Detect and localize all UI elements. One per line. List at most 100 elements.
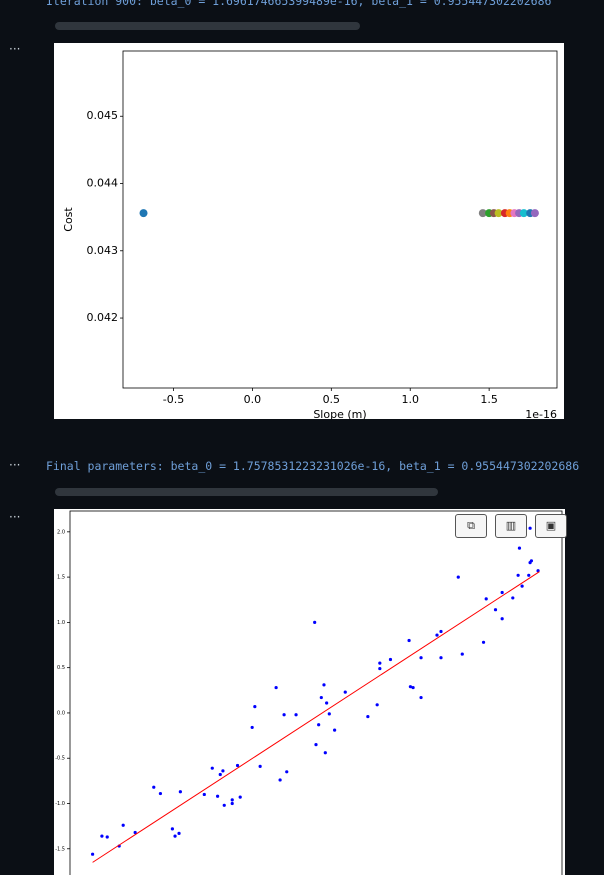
- point: [317, 723, 321, 727]
- y-tick-label: -1.5: [55, 846, 65, 852]
- point: [319, 695, 323, 700]
- point: [314, 743, 318, 747]
- point: [139, 209, 148, 218]
- point: [407, 638, 411, 643]
- x-tick-label: -0.5: [163, 393, 184, 406]
- point: [235, 763, 240, 768]
- x-tick-label: 0.5: [323, 393, 341, 406]
- figure-panel: 0.042 0.043 0.044 0.045 -0.5 0.0 0.5 1.0 1.5 Slop…: [54, 43, 564, 419]
- x-tick-label: 1.0: [401, 393, 419, 406]
- fit-line: [92, 571, 540, 863]
- y-axis-label: Cost: [62, 207, 75, 232]
- y-tick-label: 1.0: [57, 620, 65, 626]
- scrollbar[interactable]: [55, 22, 360, 30]
- axes-frame: [122, 50, 558, 389]
- point: [333, 728, 337, 732]
- point: [230, 801, 234, 806]
- y-tick-label: 0.0: [57, 710, 65, 716]
- point: [411, 685, 415, 690]
- point: [278, 778, 282, 782]
- point: [294, 713, 298, 717]
- point: [439, 656, 443, 660]
- point: [313, 620, 317, 624]
- point: [375, 703, 379, 707]
- point: [202, 792, 206, 797]
- y-tick-label: 1.5: [57, 575, 65, 581]
- point: [100, 834, 104, 838]
- point: [528, 526, 532, 530]
- x-tick-label: 1.5: [480, 393, 498, 406]
- point: [478, 209, 487, 218]
- y-tick-label: 0.042: [87, 311, 119, 324]
- point: [173, 834, 177, 838]
- y-tick-label: 0.043: [87, 244, 119, 257]
- point: [133, 830, 137, 835]
- chart-button[interactable]: ▥: [495, 514, 527, 538]
- point: [343, 690, 347, 694]
- chart: 2.0 1.5 1.0 0.5 0.0 -0.5 -1.0 -1.5: [55, 510, 563, 875]
- point: [419, 656, 423, 660]
- point: [170, 827, 174, 831]
- point: [238, 795, 242, 799]
- output-text: Final parameters: beta_0 = 1.75785312232…: [46, 459, 580, 473]
- point: [500, 590, 504, 595]
- point: [481, 640, 486, 644]
- cell-prompt[interactable]: ···: [9, 510, 21, 524]
- point: [517, 546, 522, 550]
- copy-button[interactable]: ⧉: [455, 514, 487, 538]
- point: [216, 794, 220, 798]
- point: [419, 695, 423, 700]
- point: [121, 823, 125, 827]
- y-tick-label: -0.5: [55, 756, 65, 762]
- point: [408, 685, 413, 689]
- y-tick-label: 0.044: [87, 177, 119, 190]
- x-offset-label: 1e-16: [525, 408, 557, 419]
- point: [230, 798, 234, 802]
- y-tick-label: 2.0: [57, 529, 65, 535]
- axes-frame: [69, 510, 563, 875]
- point: [323, 751, 327, 755]
- point: [253, 705, 257, 709]
- y-tick-label: -1.0: [55, 801, 65, 807]
- point: [218, 772, 222, 777]
- point: [210, 766, 214, 770]
- point: [366, 714, 370, 719]
- y-tick-label: 0.045: [87, 109, 119, 122]
- point: [435, 633, 439, 637]
- point: [378, 661, 382, 665]
- point: [511, 596, 515, 600]
- point: [325, 701, 329, 705]
- point: [282, 713, 286, 717]
- point: [158, 791, 163, 796]
- x-tick-label: 0.0: [244, 393, 261, 406]
- save-button[interactable]: ▣: [535, 514, 567, 538]
- scrollbar[interactable]: [55, 488, 438, 496]
- x-axis-label: Slope (m): [313, 408, 366, 419]
- point: [520, 584, 524, 588]
- point: [519, 209, 528, 218]
- point: [274, 685, 278, 690]
- point: [460, 652, 464, 656]
- point: [250, 725, 254, 730]
- output-text: Iteration 900: beta_0 = 1.69617466539948…: [46, 0, 552, 8]
- point: [378, 666, 382, 671]
- point: [152, 785, 156, 789]
- point: [388, 657, 393, 662]
- cell-prompt[interactable]: ···: [9, 458, 21, 472]
- point: [527, 573, 531, 577]
- point: [484, 597, 488, 601]
- cell-prompt[interactable]: ···: [9, 42, 21, 56]
- point: [178, 790, 182, 794]
- point: [494, 209, 503, 218]
- figure-panel: 2.0 1.5 1.0 0.5 0.0 -0.5 -1.0 -1.5: [54, 509, 565, 875]
- point: [221, 769, 225, 773]
- point: [500, 617, 504, 621]
- point: [285, 770, 289, 774]
- point: [258, 764, 262, 768]
- point: [177, 831, 181, 835]
- point: [105, 835, 109, 839]
- point: [530, 209, 539, 218]
- chart: 0.042 0.043 0.044 0.045 -0.5 0.0 0.5 1.0 1.5 Slop…: [62, 50, 558, 419]
- point: [222, 803, 226, 807]
